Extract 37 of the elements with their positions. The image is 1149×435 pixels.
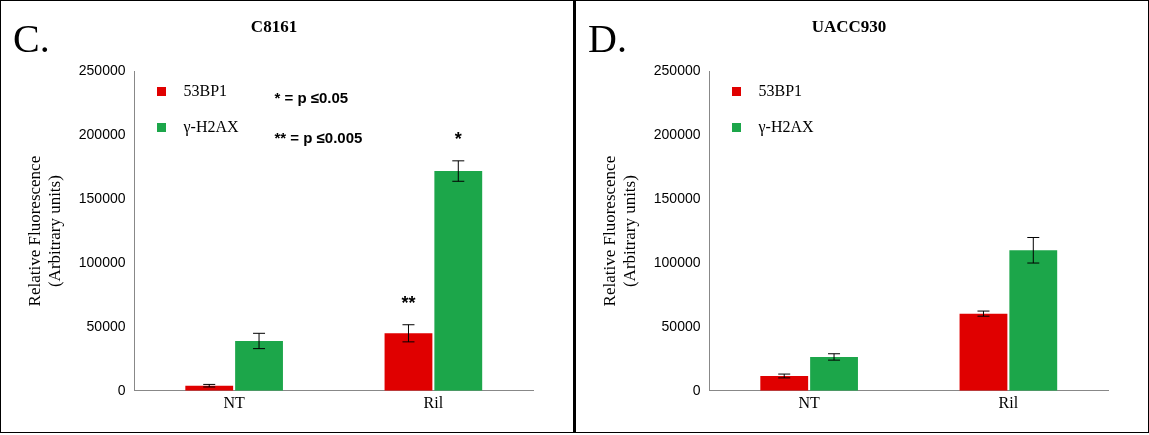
y-tick-label: 250000 xyxy=(653,62,701,79)
annotation: ** xyxy=(401,292,416,313)
annotation: * xyxy=(454,128,462,149)
text: D. xyxy=(588,15,627,62)
y-tick-label: 150000 xyxy=(78,190,126,207)
bar xyxy=(1009,250,1058,391)
y-tick-label: 100000 xyxy=(78,253,126,270)
annotation: ** = p ≤0.005 xyxy=(274,129,363,147)
y-axis-title: Relative Fluorescence (Arbitrary units) xyxy=(599,155,640,307)
y-tick-label: 100000 xyxy=(653,253,701,270)
x-tick-label: Ril xyxy=(998,393,1019,411)
bar xyxy=(810,356,858,391)
y-tick-label: 0 xyxy=(117,381,126,398)
bar xyxy=(760,375,809,391)
annotation: * = p ≤0.05 xyxy=(274,89,349,107)
x-tick-label: NT xyxy=(223,393,246,411)
y-tick-label: 150000 xyxy=(653,190,701,207)
y-tick-label: 250000 xyxy=(78,62,126,79)
legend-label: γ-H2AX xyxy=(758,118,814,137)
y-axis-title: Relative Fluorescence (Arbitrary units) xyxy=(24,155,65,307)
bar xyxy=(959,313,1008,391)
y-tick-label: 200000 xyxy=(78,126,126,143)
bar xyxy=(434,171,483,391)
bar xyxy=(235,340,283,391)
y-tick-label: 50000 xyxy=(86,317,126,334)
x-tick-label: Ril xyxy=(423,393,444,411)
chart-title: UACC930 xyxy=(811,16,887,36)
legend-label: γ-H2AX xyxy=(183,118,239,137)
legend-label: 53BP1 xyxy=(183,82,228,101)
x-tick-label: NT xyxy=(798,393,821,411)
legend-label: 53BP1 xyxy=(758,82,803,101)
chart-title: C8161 xyxy=(250,16,298,36)
y-tick-label: 200000 xyxy=(653,126,701,143)
text: C. xyxy=(13,15,50,62)
y-tick-label: 50000 xyxy=(661,317,701,334)
bar xyxy=(384,333,433,391)
y-tick-label: 0 xyxy=(692,381,701,398)
